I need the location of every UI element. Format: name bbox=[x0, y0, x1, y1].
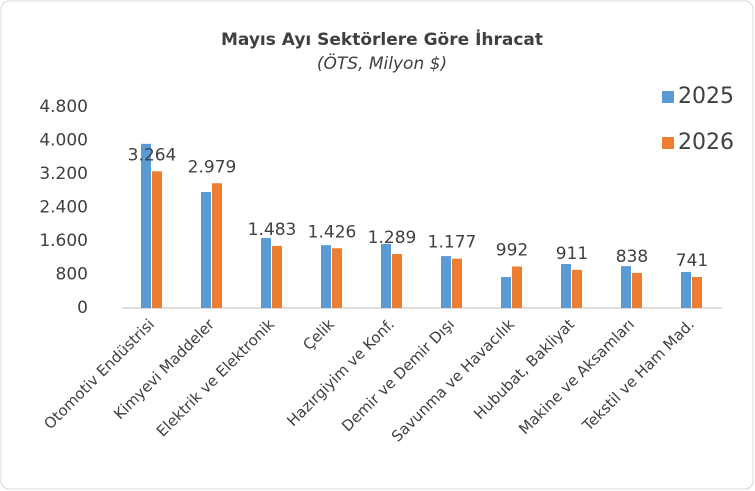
y-tick-label: 2.400 bbox=[39, 198, 88, 218]
bar bbox=[261, 238, 271, 308]
bar bbox=[381, 243, 391, 308]
chart-subtitle: (ÖTS, Milyon $) bbox=[317, 52, 447, 74]
legend-swatch bbox=[662, 91, 674, 103]
legend-label: 2026 bbox=[678, 130, 734, 155]
bar bbox=[632, 272, 642, 308]
bar bbox=[452, 258, 462, 308]
bar bbox=[692, 276, 702, 308]
y-tick-label: 4.800 bbox=[39, 97, 88, 117]
data-label: 1.483 bbox=[248, 220, 297, 240]
y-tick-label: 0 bbox=[77, 298, 88, 318]
data-label: 838 bbox=[616, 247, 648, 267]
data-label: 1.289 bbox=[368, 228, 417, 248]
bar bbox=[152, 171, 162, 308]
y-tick-label: 1.600 bbox=[39, 231, 88, 251]
bar bbox=[572, 269, 582, 308]
data-label: 911 bbox=[556, 244, 588, 264]
bar bbox=[321, 245, 331, 308]
chart-title: Mayıs Ayı Sektörlere Göre İhracat bbox=[221, 28, 543, 50]
bar bbox=[141, 143, 151, 308]
bar bbox=[561, 264, 571, 308]
bar bbox=[681, 271, 691, 308]
legend-label: 2025 bbox=[678, 84, 734, 109]
y-tick-label: 3.200 bbox=[39, 164, 88, 184]
data-label: 1.426 bbox=[308, 222, 357, 242]
data-label: 992 bbox=[496, 240, 528, 260]
bar bbox=[621, 266, 631, 308]
bar bbox=[441, 256, 451, 308]
bar bbox=[501, 277, 511, 308]
bar bbox=[392, 254, 402, 308]
bar bbox=[272, 245, 282, 308]
y-tick-label: 4.000 bbox=[39, 131, 88, 151]
data-label: 741 bbox=[676, 251, 708, 271]
data-label: 2.979 bbox=[188, 157, 237, 177]
bar bbox=[332, 248, 342, 308]
bar bbox=[201, 192, 211, 308]
legend-swatch bbox=[662, 137, 674, 149]
data-label: 1.177 bbox=[428, 233, 477, 253]
bar bbox=[512, 266, 522, 308]
y-tick-label: 800 bbox=[56, 265, 88, 285]
bar bbox=[212, 183, 222, 308]
data-label: 3.264 bbox=[128, 145, 177, 165]
